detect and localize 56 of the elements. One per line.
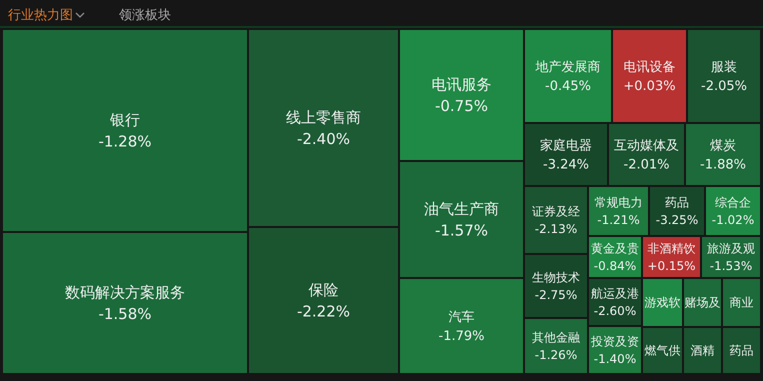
category-label: 油气生产商 [424,200,499,218]
data-label: -0.84% [594,258,636,273]
data-label: +0.15% [647,258,696,273]
category-label: 药品 [665,196,689,210]
data-label: -1.28% [98,132,152,151]
category-label: 黄金及贵 [591,242,639,256]
category-label: 投资及资 [590,334,639,348]
category-label: 线上零售商 [286,108,361,126]
category-label: 保险 [308,280,338,299]
data-label: -1.21% [597,212,640,227]
category-label: 燃气供 [644,344,680,358]
category-label: 证券及经 [532,204,580,218]
category-label: 数码解决方案服务 [65,283,185,302]
data-label: -1.58% [98,305,152,324]
data-label: -3.24% [543,157,589,172]
category-label: 游戏软 [644,296,680,310]
data-label: -1.26% [534,348,578,362]
category-label: 地产发展商 [534,60,600,76]
category-label: 家庭电器 [540,138,592,154]
category-label: 电讯服务 [432,75,492,94]
category-label: 综合企 [715,196,751,210]
data-label: -2.13% [534,222,578,236]
data-label: -1.88% [700,157,746,172]
category-label: 银行 [109,110,140,129]
data-label: -1.57% [434,222,488,240]
data-label: -2.60% [594,304,636,318]
data-label: -2.01% [624,157,670,172]
data-label: +0.03% [623,78,676,94]
data-label: -0.75% [434,97,488,116]
category-label: 赌场及 [684,296,720,310]
data-label: -3.25% [656,212,698,227]
category-label: 酒精 [690,344,714,358]
category-label: 旅游及观 [707,242,755,256]
data-label: -2.05% [701,78,747,94]
data-label: -1.02% [712,212,754,227]
data-label: -2.40% [296,130,350,148]
data-label: -1.53% [710,258,752,273]
data-label: -2.75% [534,288,578,302]
data-label: -0.45% [545,78,591,94]
category-label: 汽车 [448,310,474,326]
data-label: -1.40% [594,352,636,366]
category-label: 煤炭 [710,138,736,154]
category-label: 航运及港 [591,286,639,300]
category-label: 商业 [730,296,754,310]
title: 行业热力图 [8,8,73,23]
category-label: 非酒精饮 [648,242,696,256]
category-label: 互动媒体及 [614,138,679,154]
data-label: -2.22% [296,302,350,321]
category-label: 药品 [730,344,754,358]
category-label: 电讯设备 [624,60,676,76]
category-label: 生物技术 [532,270,580,284]
category-label: 其他金融 [532,330,580,344]
category-label: 服装 [711,60,737,76]
subtitle: 领涨板块 [119,8,171,23]
data-label: -1.79% [438,328,484,344]
category-label: 常规电力 [594,196,642,210]
